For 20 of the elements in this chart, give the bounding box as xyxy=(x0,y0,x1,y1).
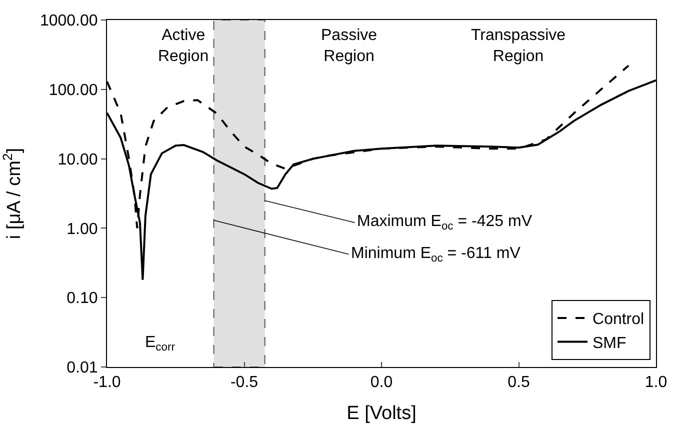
y-tick-label: 1.00 xyxy=(66,220,98,238)
x-axis-title: E [Volts] xyxy=(346,403,416,424)
annotation: E$_{corr}$ xyxy=(145,334,176,354)
y-tick-label: 10.00 xyxy=(58,151,98,168)
x-tick-label: 0.0 xyxy=(370,374,393,392)
y-tick-label: 0.10 xyxy=(66,290,98,308)
x-tick-label: 0.5 xyxy=(508,374,530,392)
y-tick-label: 1000.00 xyxy=(40,12,98,30)
x-tick-label: 1.0 xyxy=(644,374,668,392)
x-tick-label: -1.0 xyxy=(93,374,121,392)
x-tick-label: -0.5 xyxy=(230,374,258,392)
annotation: Passive Region xyxy=(321,27,378,65)
legend-label: SMF xyxy=(592,335,627,352)
annotation: Maximum E$_{oc}$ = -425 mV xyxy=(357,213,532,232)
annotation: Minimum E$_{oc}$ = -611 mV xyxy=(351,245,521,264)
y-tick-label: 100.00 xyxy=(48,82,98,99)
legend-label: Control xyxy=(592,311,644,328)
annotation: Active Region xyxy=(158,27,209,65)
y-tick-label: 0.01 xyxy=(66,360,98,377)
annotation: Transpassive Region xyxy=(471,27,566,65)
